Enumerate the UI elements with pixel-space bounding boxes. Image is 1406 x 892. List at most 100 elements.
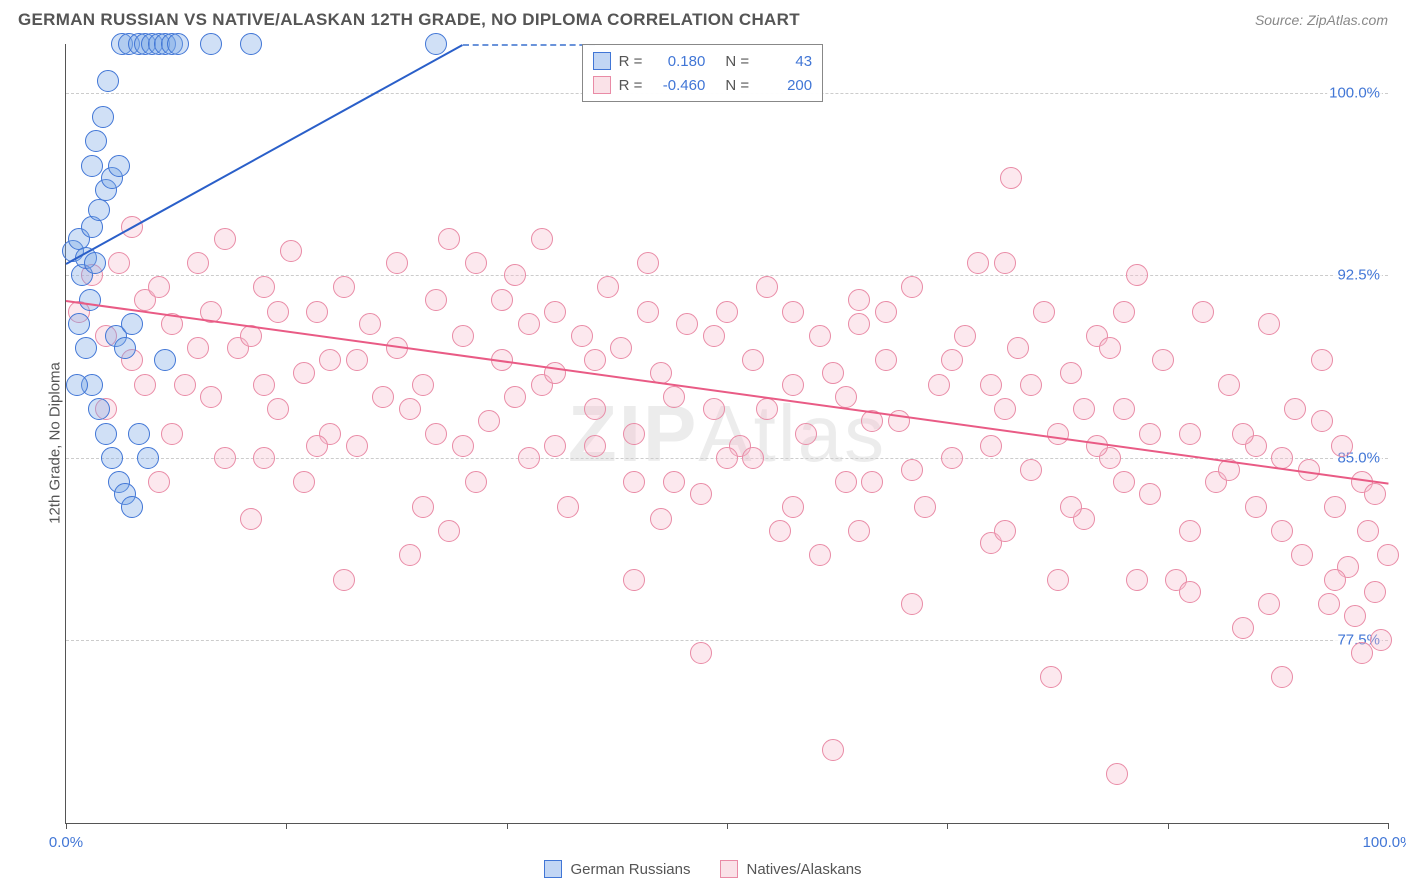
stats-n-label: N = [725,77,749,94]
scatter-point-pink [504,386,526,408]
stats-swatch-blue [593,52,611,70]
scatter-point-pink [980,374,1002,396]
stats-row-pink: R = -0.460 N = 200 [593,73,813,97]
scatter-point-pink [346,435,368,457]
scatter-point-pink [1179,581,1201,603]
scatter-point-pink [491,289,513,311]
scatter-point-pink [690,483,712,505]
scatter-point-pink [822,739,844,761]
scatter-point-pink [240,508,262,530]
scatter-point-pink [980,435,1002,457]
x-tick [727,823,728,829]
scatter-point-pink [994,520,1016,542]
scatter-point-pink [1020,459,1042,481]
scatter-point-blue [95,423,117,445]
scatter-point-pink [716,447,738,469]
scatter-point-pink [1000,167,1022,189]
scatter-point-pink [1331,435,1353,457]
scatter-point-pink [1020,374,1042,396]
scatter-point-pink [861,471,883,493]
stats-r-label: R = [619,77,643,94]
scatter-point-pink [518,447,540,469]
scatter-point-pink [504,264,526,286]
scatter-point-pink [901,276,923,298]
scatter-point-pink [438,228,460,250]
x-tick [507,823,508,829]
scatter-point-blue [114,337,136,359]
scatter-point-pink [267,398,289,420]
scatter-point-pink [1344,605,1366,627]
scatter-point-blue [137,447,159,469]
scatter-point-pink [1377,544,1399,566]
scatter-point-pink [1364,483,1386,505]
scatter-point-pink [412,374,434,396]
scatter-point-blue [88,199,110,221]
scatter-point-blue [240,33,262,55]
scatter-point-pink [954,325,976,347]
scatter-point-pink [531,228,553,250]
stats-r-value-pink: -0.460 [650,77,705,94]
scatter-point-blue [79,289,101,311]
scatter-point-pink [1370,629,1392,651]
scatter-point-pink [835,386,857,408]
x-tick [1388,823,1389,829]
scatter-point-pink [742,349,764,371]
scatter-point-pink [161,423,183,445]
scatter-point-pink [465,471,487,493]
scatter-point-pink [703,398,725,420]
scatter-point-pink [584,398,606,420]
stats-n-label: N = [725,53,749,70]
scatter-point-pink [994,252,1016,274]
scatter-point-pink [1271,447,1293,469]
scatter-point-pink [1311,349,1333,371]
stats-n-value-pink: 200 [757,77,812,94]
scatter-point-pink [293,362,315,384]
x-tick-label-left: 0.0% [49,834,83,851]
scatter-point-pink [1099,337,1121,359]
scatter-point-pink [1073,398,1095,420]
scatter-point-pink [822,362,844,384]
scatter-point-pink [1318,593,1340,615]
scatter-point-pink [399,398,421,420]
scatter-point-pink [848,289,870,311]
scatter-point-pink [1351,642,1373,664]
scatter-point-pink [1357,520,1379,542]
scatter-point-pink [623,569,645,591]
scatter-point-pink [280,240,302,262]
stats-legend: R =0.180N =43R =-0.460N =200 [582,44,824,102]
scatter-point-pink [253,447,275,469]
scatter-point-pink [333,276,355,298]
scatter-point-pink [782,374,804,396]
scatter-point-pink [914,496,936,518]
scatter-point-pink [782,496,804,518]
scatter-point-pink [1324,569,1346,591]
scatter-point-pink [359,313,381,335]
scatter-point-pink [187,252,209,274]
scatter-point-pink [848,313,870,335]
trend-line-blue [66,44,464,265]
plot-area: ZIPAtlas 77.5%85.0%92.5%100.0%0.0%100.0%… [65,44,1388,824]
scatter-point-blue [68,313,90,335]
trend-line-blue-extrap [463,44,595,46]
scatter-point-pink [584,435,606,457]
x-tick [286,823,287,829]
scatter-point-pink [1047,423,1069,445]
legend-label-pink: Natives/Alaskans [746,861,861,878]
scatter-point-pink [809,544,831,566]
scatter-point-pink [306,435,328,457]
scatter-point-pink [544,301,566,323]
scatter-point-pink [1179,520,1201,542]
scatter-point-blue [101,447,123,469]
scatter-point-pink [425,423,447,445]
scatter-point-pink [769,520,791,542]
scatter-point-pink [1218,374,1240,396]
scatter-point-pink [571,325,593,347]
scatter-point-pink [967,252,989,274]
scatter-point-pink [187,337,209,359]
scatter-point-pink [994,398,1016,420]
x-tick [1168,823,1169,829]
scatter-point-pink [214,447,236,469]
scatter-point-pink [782,301,804,323]
scatter-point-blue [84,252,106,274]
scatter-point-pink [333,569,355,591]
